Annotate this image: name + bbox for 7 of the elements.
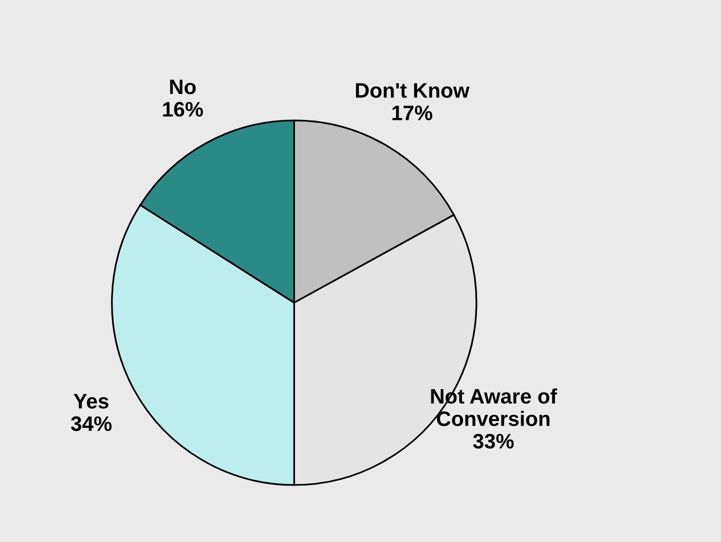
- slice-label: Don't Know: [356, 83, 470, 98]
- data-label: 34%: [70, 416, 112, 432]
- slice-label: No: [170, 80, 196, 94]
- data-label: 17%: [392, 106, 432, 120]
- data-label: 16%: [163, 102, 203, 117]
- data-label: 33%: [473, 434, 514, 449]
- slice-label: Yes: [74, 394, 108, 409]
